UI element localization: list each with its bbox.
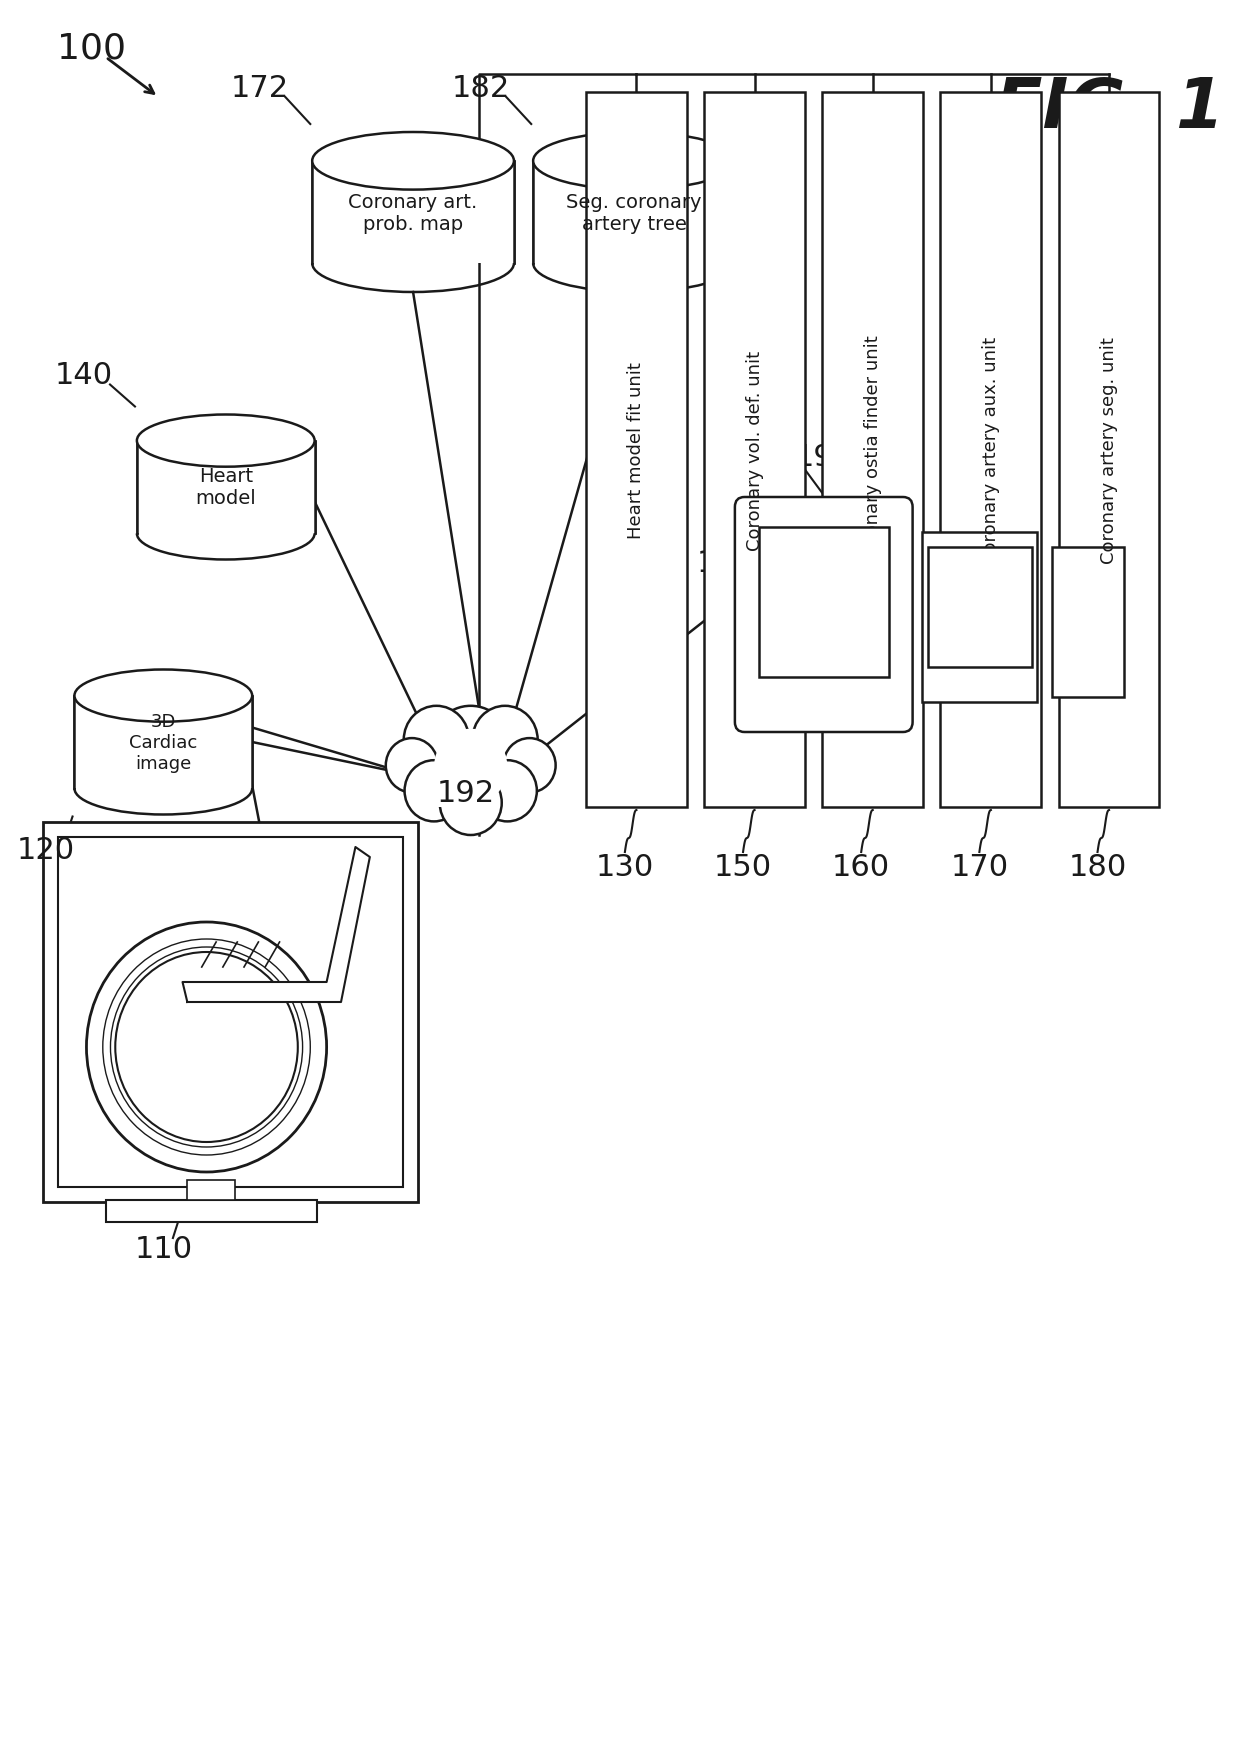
Circle shape: [115, 952, 298, 1142]
Text: Heart model fit unit: Heart model fit unit: [627, 362, 646, 539]
Circle shape: [440, 771, 502, 836]
Text: 198: 198: [1059, 483, 1117, 513]
FancyBboxPatch shape: [187, 1181, 236, 1200]
Text: FIG. 1: FIG. 1: [994, 74, 1224, 141]
Circle shape: [404, 761, 464, 822]
Text: Coronary artery aux. unit: Coronary artery aux. unit: [982, 336, 999, 564]
Text: Coronary vol. def. unit: Coronary vol. def. unit: [745, 350, 764, 550]
Text: 182: 182: [451, 74, 510, 102]
Text: Seg. coronary
artery tree: Seg. coronary artery tree: [567, 192, 702, 234]
Ellipse shape: [312, 134, 513, 190]
FancyBboxPatch shape: [43, 822, 418, 1202]
FancyBboxPatch shape: [587, 93, 687, 808]
Text: 190: 190: [951, 467, 1009, 497]
Circle shape: [404, 706, 469, 775]
FancyBboxPatch shape: [735, 497, 913, 733]
Polygon shape: [182, 847, 370, 1003]
Circle shape: [87, 922, 326, 1172]
Text: 120: 120: [16, 836, 74, 864]
FancyBboxPatch shape: [136, 441, 315, 534]
FancyBboxPatch shape: [704, 93, 805, 808]
FancyBboxPatch shape: [1052, 548, 1123, 698]
Text: 150: 150: [714, 852, 773, 882]
Text: Coronary ostia finder unit: Coronary ostia finder unit: [864, 336, 882, 566]
FancyBboxPatch shape: [923, 532, 1038, 703]
FancyBboxPatch shape: [57, 838, 403, 1188]
Text: 160: 160: [832, 852, 890, 882]
FancyBboxPatch shape: [533, 162, 735, 264]
FancyBboxPatch shape: [105, 1200, 317, 1223]
Text: 140: 140: [55, 360, 113, 390]
FancyBboxPatch shape: [1059, 93, 1159, 808]
FancyBboxPatch shape: [940, 93, 1042, 808]
FancyBboxPatch shape: [312, 162, 513, 264]
Text: Coronary artery seg. unit: Coronary artery seg. unit: [1100, 337, 1118, 564]
FancyBboxPatch shape: [822, 93, 923, 808]
Text: Heart
model: Heart model: [196, 467, 257, 508]
Circle shape: [386, 738, 438, 792]
Circle shape: [472, 706, 538, 775]
FancyBboxPatch shape: [759, 527, 889, 678]
FancyBboxPatch shape: [928, 548, 1032, 668]
Circle shape: [479, 761, 537, 822]
FancyBboxPatch shape: [74, 696, 252, 789]
Text: 194: 194: [696, 548, 754, 576]
Text: 3D
Cardiac
image: 3D Cardiac image: [129, 713, 197, 773]
Text: Coronary art.
prob. map: Coronary art. prob. map: [348, 192, 477, 234]
Text: 180: 180: [1069, 852, 1127, 882]
Circle shape: [503, 738, 556, 792]
Ellipse shape: [74, 669, 252, 722]
Text: 130: 130: [595, 852, 653, 882]
Text: 110: 110: [134, 1235, 192, 1263]
Text: 100: 100: [57, 32, 125, 65]
Text: 192: 192: [436, 778, 495, 806]
Text: 170: 170: [950, 852, 1008, 882]
Ellipse shape: [136, 415, 315, 467]
Text: 196: 196: [795, 443, 853, 473]
Circle shape: [430, 706, 512, 791]
Text: 172: 172: [231, 74, 289, 102]
Circle shape: [434, 729, 507, 806]
Ellipse shape: [533, 134, 735, 190]
